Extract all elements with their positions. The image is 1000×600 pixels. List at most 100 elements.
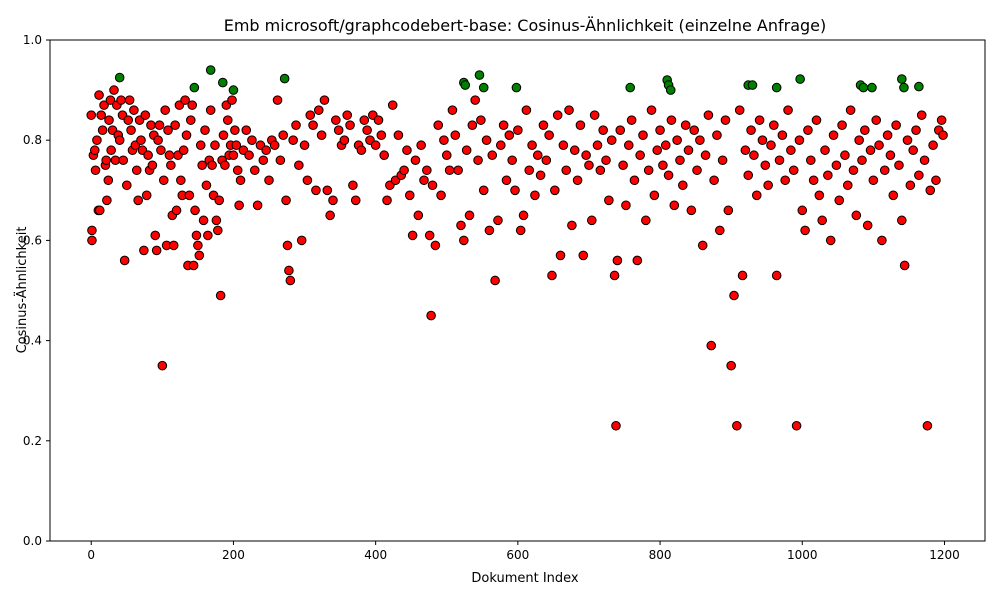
data-point	[714, 225, 725, 236]
data-point	[163, 125, 173, 135]
data-point	[495, 140, 506, 151]
data-point	[413, 210, 424, 221]
data-point	[311, 185, 321, 196]
data-point	[302, 175, 313, 186]
data-point	[291, 120, 301, 130]
data-point	[550, 185, 560, 196]
data-point	[584, 160, 594, 171]
data-point	[825, 235, 836, 246]
data-point	[350, 195, 361, 206]
y-tick-label: 0.0	[23, 534, 42, 548]
data-point	[210, 140, 220, 151]
data-point	[387, 100, 398, 110]
data-point	[766, 140, 776, 151]
data-point	[888, 190, 899, 201]
data-point	[215, 290, 226, 301]
data-point	[444, 165, 455, 176]
data-point	[874, 140, 884, 151]
data-point	[788, 165, 799, 176]
data-point	[244, 150, 254, 161]
data-point	[232, 165, 243, 176]
data-point	[908, 145, 918, 156]
data-point	[269, 140, 280, 151]
data-point	[461, 145, 472, 156]
data-point	[618, 160, 628, 171]
data-point	[919, 155, 930, 166]
data-point	[180, 95, 190, 105]
data-point	[780, 175, 791, 186]
data-point	[814, 190, 825, 201]
data-point	[308, 120, 318, 130]
chart-title: Emb microsoft/graphcodebert-base: Cosinu…	[224, 16, 827, 35]
data-point	[382, 195, 392, 206]
data-point	[669, 200, 680, 211]
data-point	[660, 140, 671, 151]
data-point	[467, 120, 478, 130]
data-point	[498, 120, 509, 130]
data-point	[156, 145, 166, 156]
data-point	[316, 130, 327, 140]
data-point	[362, 125, 372, 135]
data-point	[96, 110, 106, 120]
top-match-point	[474, 70, 485, 80]
data-point	[507, 155, 517, 166]
x-axis-label: Dokument Index	[471, 571, 579, 586]
data-point	[729, 290, 739, 301]
data-point	[220, 160, 230, 171]
data-point	[532, 150, 543, 161]
data-point	[857, 155, 867, 166]
data-point	[213, 225, 223, 236]
data-point	[136, 135, 146, 145]
data-point	[680, 120, 691, 130]
data-point	[831, 160, 842, 171]
data-point	[692, 165, 702, 176]
data-point	[712, 130, 722, 140]
data-point	[407, 230, 418, 241]
data-point	[794, 135, 805, 145]
data-point	[510, 185, 520, 196]
data-point	[484, 225, 495, 236]
data-point	[695, 135, 705, 145]
data-point	[143, 150, 153, 161]
data-point	[319, 95, 330, 105]
data-point	[569, 145, 580, 156]
data-point	[195, 140, 206, 151]
data-point	[416, 140, 426, 151]
data-point	[207, 160, 217, 171]
data-point	[154, 120, 165, 130]
data-point	[345, 120, 355, 130]
data-point	[158, 175, 169, 186]
data-point	[313, 105, 324, 115]
data-point	[771, 270, 782, 281]
data-point	[675, 155, 685, 166]
data-point	[612, 255, 623, 266]
data-point	[851, 210, 862, 221]
data-point	[133, 195, 143, 206]
data-point	[129, 105, 139, 115]
data-point	[899, 260, 910, 271]
data-point	[811, 115, 822, 125]
data-point	[146, 120, 156, 130]
data-point	[118, 155, 129, 166]
data-point	[171, 205, 182, 216]
data-point	[925, 185, 936, 196]
data-point	[806, 155, 816, 166]
data-point	[587, 215, 597, 226]
data-point	[558, 140, 569, 151]
data-point	[865, 145, 876, 156]
data-point	[427, 180, 438, 191]
data-point	[370, 140, 381, 151]
data-point	[264, 175, 274, 186]
top-match-point	[899, 82, 909, 93]
data-point	[153, 135, 163, 145]
data-point	[150, 230, 161, 241]
data-point	[922, 420, 933, 431]
data-point	[235, 175, 246, 186]
data-point	[823, 170, 833, 181]
data-point	[615, 125, 626, 135]
data-point	[797, 205, 808, 216]
data-point	[294, 160, 304, 171]
data-point	[501, 175, 512, 186]
data-point	[663, 170, 674, 181]
top-match-point	[867, 82, 877, 93]
